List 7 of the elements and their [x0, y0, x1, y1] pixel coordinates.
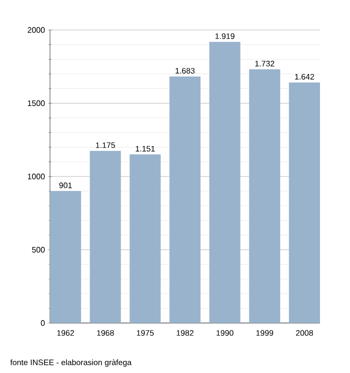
bar	[130, 154, 161, 323]
bar	[288, 82, 320, 323]
bar	[169, 76, 201, 323]
bar	[249, 69, 280, 323]
bar	[50, 191, 82, 323]
bar	[209, 42, 240, 323]
bar	[90, 150, 121, 323]
